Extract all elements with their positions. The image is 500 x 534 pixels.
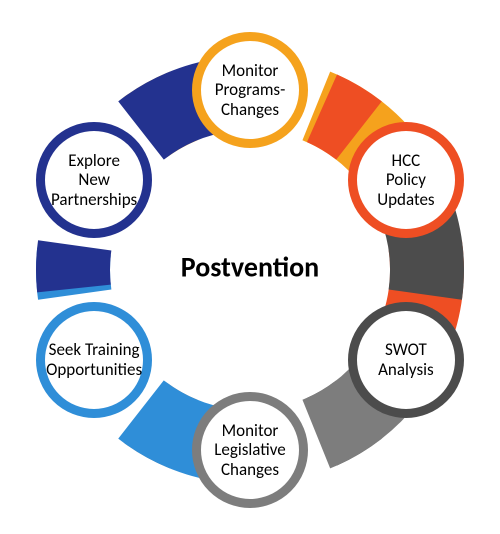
node-hcc-policy: HCCPolicyUpdates bbox=[348, 122, 464, 238]
node-label-line: Explore New bbox=[51, 151, 137, 190]
node-label-line: Changes bbox=[215, 100, 286, 120]
postvention-cycle-diagram: Postvention MonitorPrograms-ChangesHCCPo… bbox=[0, 0, 500, 534]
node-label-line: Updates bbox=[377, 190, 434, 210]
node-label-line: Analysis bbox=[378, 360, 434, 380]
node-monitor-legislative: MonitorLegislativeChanges bbox=[192, 392, 308, 508]
node-label-line: HCC bbox=[377, 151, 434, 171]
node-label-line: Monitor bbox=[214, 421, 286, 441]
node-label-line: Monitor bbox=[215, 61, 286, 81]
node-swot: SWOTAnalysis bbox=[348, 302, 464, 418]
node-label-line: Partnerships bbox=[51, 190, 137, 210]
node-label-line: Changes bbox=[214, 460, 286, 480]
node-explore-partners: Explore NewPartnerships bbox=[36, 122, 152, 238]
node-label-line: Opportunities bbox=[46, 360, 142, 380]
arrow-explore-partners-tail bbox=[36, 240, 111, 292]
node-seek-training: Seek TrainingOpportunities bbox=[36, 302, 152, 418]
node-label-line: Programs- bbox=[215, 80, 286, 100]
node-label-line: Seek Training bbox=[46, 340, 142, 360]
node-monitor-programs: MonitorPrograms-Changes bbox=[192, 32, 308, 148]
node-label-line: Policy bbox=[377, 170, 434, 190]
node-label-line: SWOT bbox=[378, 340, 434, 360]
node-label-line: Legislative bbox=[214, 440, 286, 460]
center-title: Postvention bbox=[181, 250, 319, 285]
